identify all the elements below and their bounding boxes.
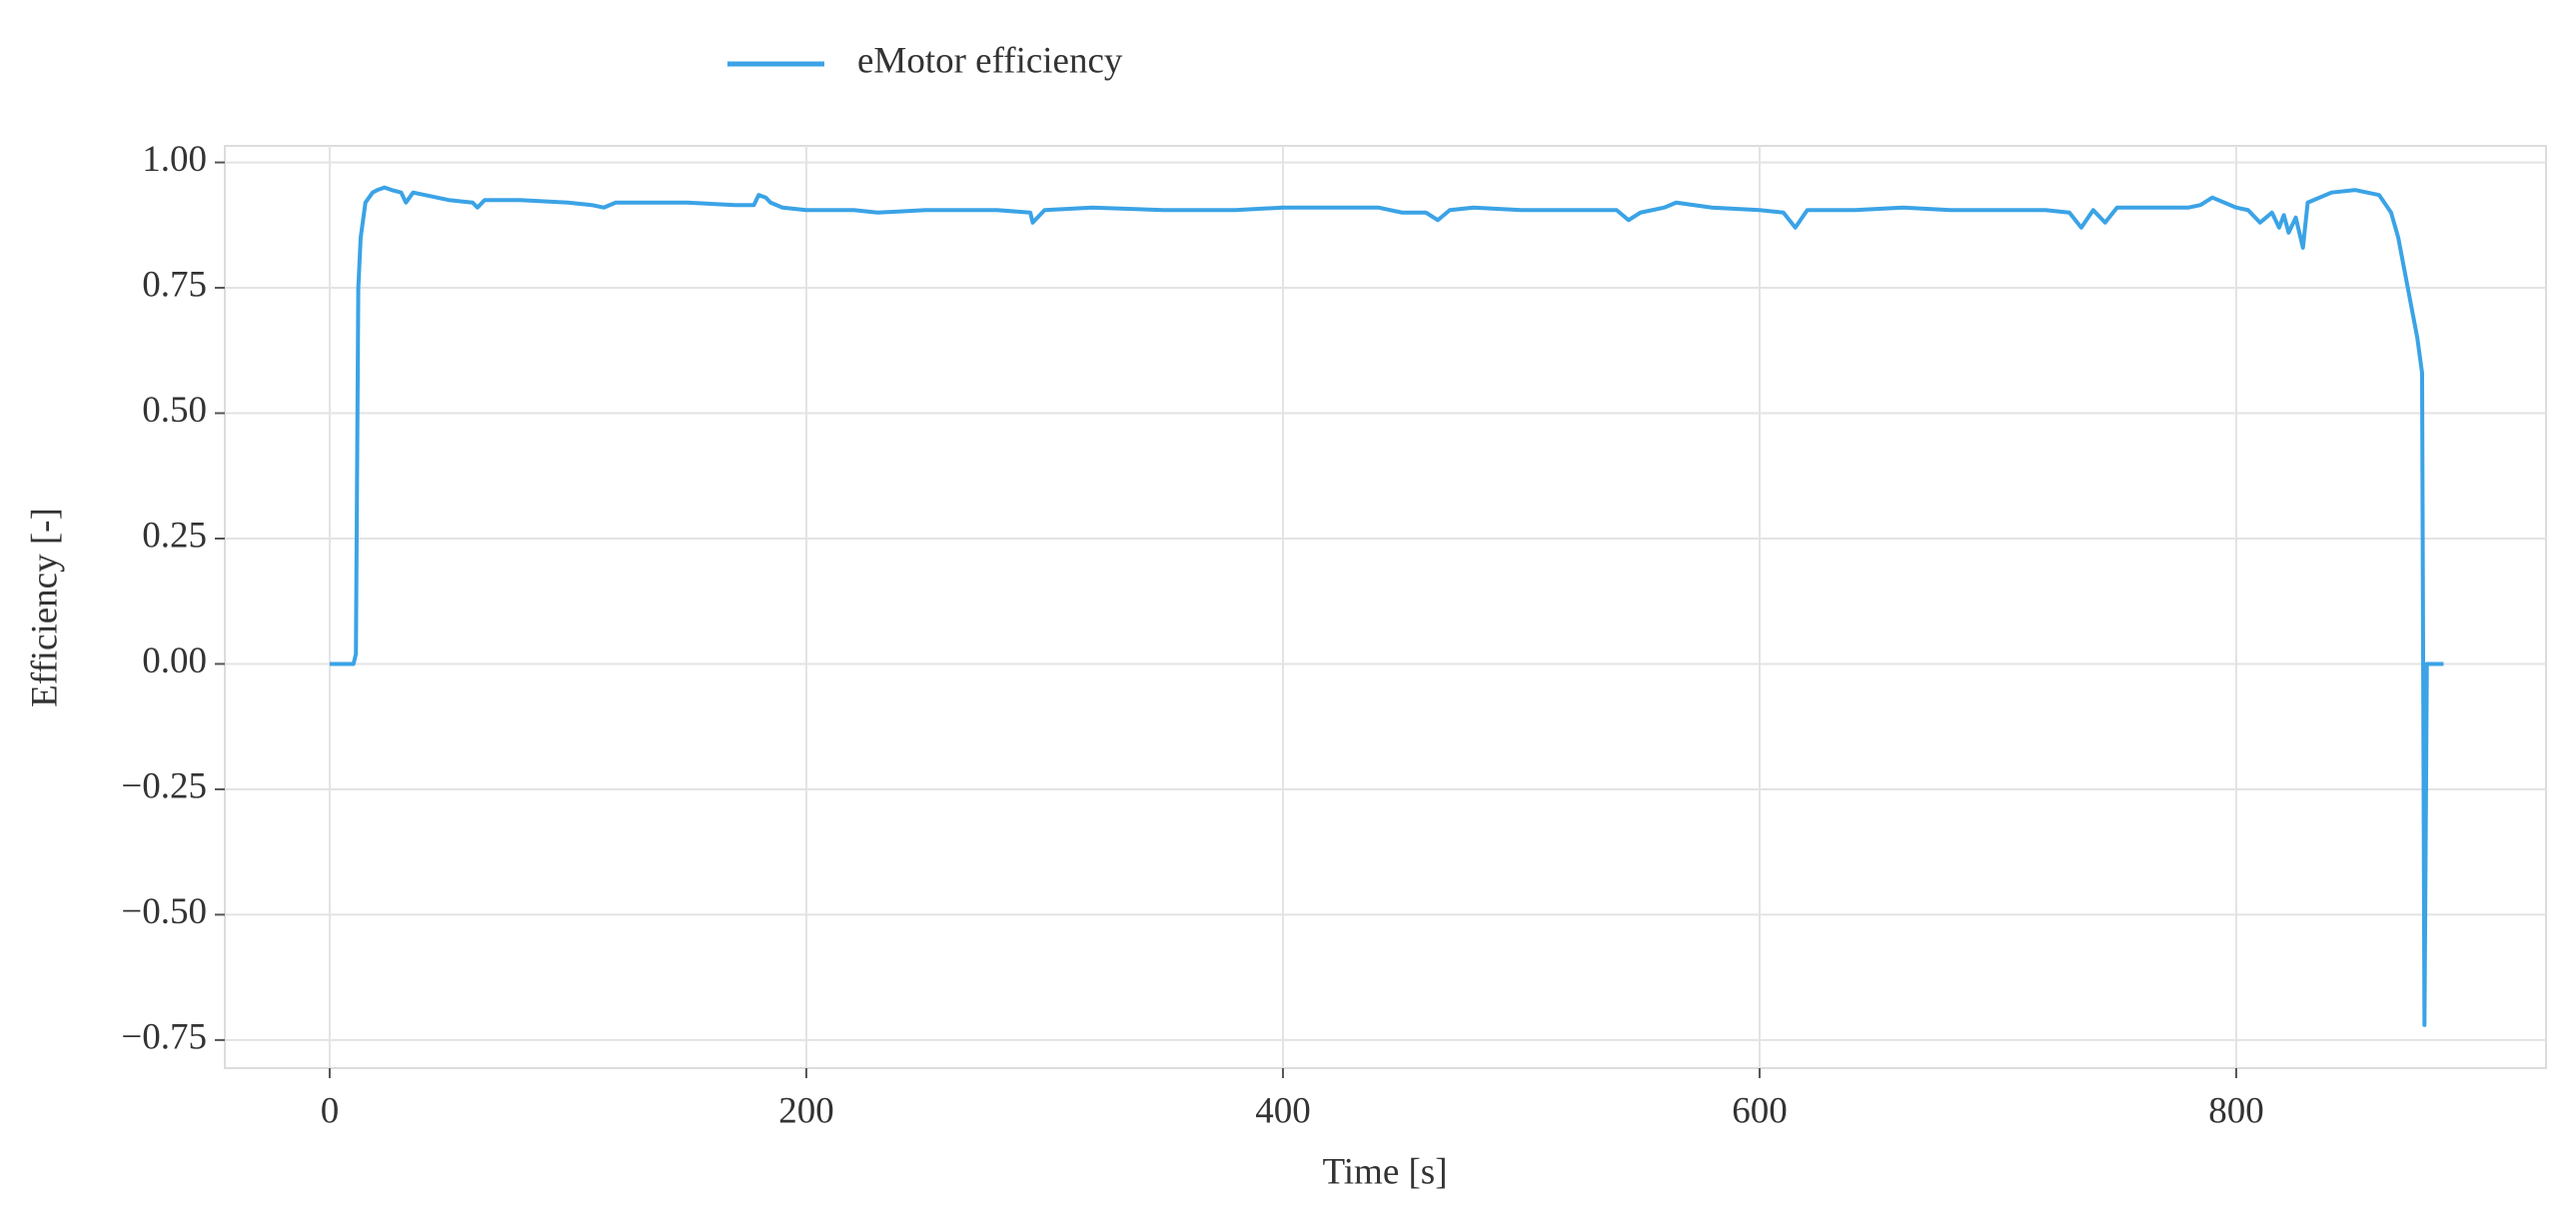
y-tick-label: 0.50: [142, 390, 207, 431]
x-tick-label: 400: [1255, 1090, 1311, 1131]
y-tick-label: 0.00: [142, 640, 207, 681]
y-tick-label: 0.25: [142, 515, 207, 556]
x-axis-label: Time [s]: [1322, 1151, 1447, 1192]
y-tick-label: 0.75: [142, 265, 207, 306]
y-axis-label: Efficiency [-]: [24, 508, 65, 707]
y-tick-label: −0.25: [121, 765, 207, 806]
x-tick-label: 200: [778, 1090, 834, 1131]
y-tick-label: −0.75: [121, 1016, 207, 1057]
x-tick-label: 600: [1732, 1090, 1788, 1131]
y-tick-label: 1.00: [142, 139, 207, 180]
legend-label: eMotor efficiency: [857, 40, 1123, 81]
x-tick-label: 800: [2208, 1090, 2264, 1131]
plot-frame: [224, 145, 2547, 1069]
y-tick-label: −0.50: [121, 891, 207, 932]
data-line: [329, 185, 2444, 1027]
x-tick-label: 0: [321, 1090, 340, 1131]
